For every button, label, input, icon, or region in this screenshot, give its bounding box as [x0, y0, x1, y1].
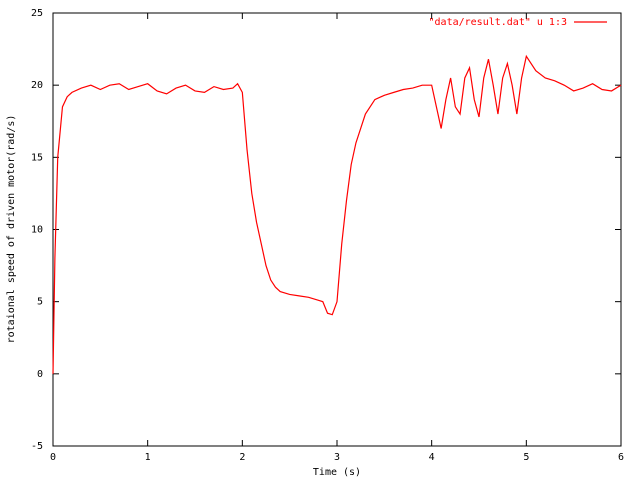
x-tick-label: 0	[50, 452, 56, 463]
x-tick-label: 5	[523, 452, 529, 463]
y-tick-label: 5	[37, 297, 43, 308]
x-tick-label: 1	[145, 452, 151, 463]
y-tick-label: 15	[31, 152, 43, 163]
x-tick-label: 6	[618, 452, 624, 463]
legend-label: "data/result.dat" u 1:3	[429, 17, 567, 28]
y-axis-label: rotaional speed of driven motor(rad/s)	[6, 115, 17, 344]
data-line	[52, 54, 622, 374]
x-tick-label: 3	[334, 452, 340, 463]
x-tick-label: 4	[429, 452, 435, 463]
plot-frame	[52, 12, 622, 447]
x-tick-label: 2	[239, 452, 245, 463]
y-tick-label: 20	[31, 80, 43, 91]
y-tick-label: 0	[37, 369, 43, 380]
y-tick-label: 25	[31, 8, 43, 19]
x-axis-label: Time (s)	[313, 467, 361, 478]
y-tick-label: -5	[31, 441, 43, 452]
y-tick-label: 10	[31, 225, 43, 236]
